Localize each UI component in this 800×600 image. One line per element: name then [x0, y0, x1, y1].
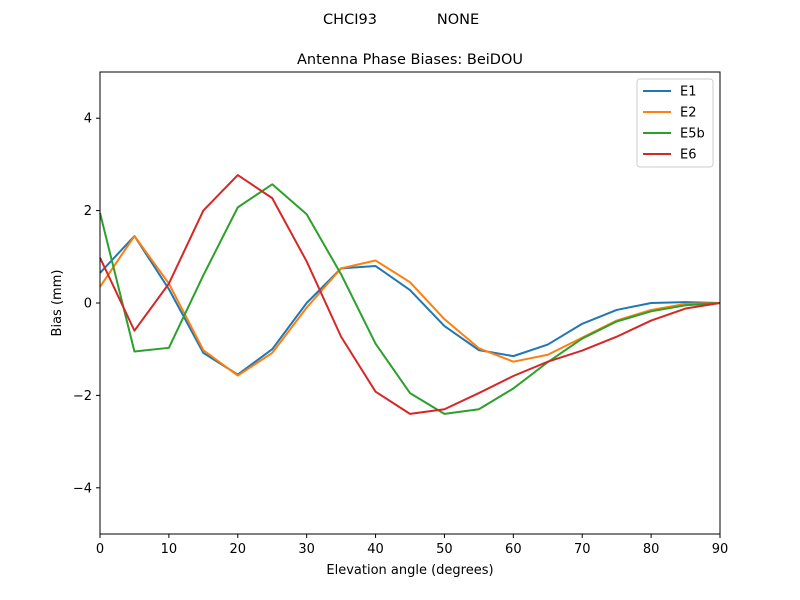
y-tick-label: 4 [84, 112, 92, 127]
y-axis-label: Bias (mm) [50, 270, 65, 337]
x-tick-label: 70 [574, 542, 591, 557]
y-tick-label: −4 [73, 481, 92, 496]
legend-box [636, 78, 714, 168]
legend: E1 E2 E5b E6 [636, 78, 714, 168]
x-tick-label: 80 [643, 542, 660, 557]
axis-layer: 0 10 20 30 40 50 60 70 80 90 −4 −2 0 2 4 [73, 112, 728, 557]
y-tick-label: 0 [84, 297, 92, 312]
series-line-e5b [99, 183, 721, 415]
series-layer [99, 174, 721, 415]
y-tick-label: 2 [84, 204, 92, 219]
plot-frame [99, 71, 721, 535]
legend-label: E2 [680, 106, 697, 121]
x-tick-label: 60 [505, 542, 522, 557]
x-tick-label: 40 [367, 542, 384, 557]
chart-title: Antenna Phase Biases: BeiDOU [297, 52, 523, 68]
legend-label: E5b [680, 127, 705, 142]
suptitle-left: CHCI93 [323, 12, 377, 28]
x-tick-label: 30 [298, 542, 315, 557]
series-line-e6 [99, 174, 721, 415]
suptitle-right: NONE [437, 12, 479, 28]
x-tick-label: 10 [161, 542, 178, 557]
x-tick-label: 90 [712, 542, 729, 557]
x-tick-label: 50 [436, 542, 453, 557]
series-line-e1 [99, 235, 721, 376]
x-tick-label: 20 [230, 542, 247, 557]
x-axis-label: Elevation angle (degrees) [326, 563, 493, 578]
plot-area [100, 72, 720, 534]
legend-label: E6 [680, 148, 697, 163]
x-tick-label: 0 [96, 542, 104, 557]
y-tick-label: −2 [73, 389, 92, 404]
legend-label: E1 [680, 85, 697, 100]
